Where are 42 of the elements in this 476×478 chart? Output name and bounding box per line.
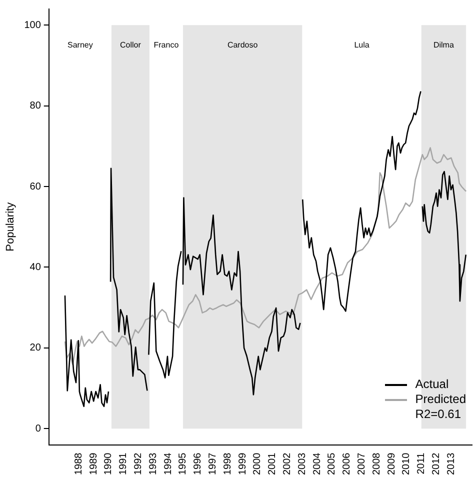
x-tick-label: 2002: [282, 452, 294, 476]
band-label: Collor: [120, 40, 142, 50]
x-tick-label: 2007: [356, 452, 368, 476]
y-tick-label: 100: [24, 20, 42, 31]
x-tick-label: 1994: [162, 452, 174, 476]
x-tick-label: 2004: [312, 452, 323, 476]
x-tick-label: 1989: [88, 452, 100, 476]
annotation: R2=0.61: [414, 407, 462, 422]
annotation: Lula: [354, 40, 370, 50]
x-tick-label: 1995: [178, 452, 189, 476]
x-tick-label: 2000: [252, 452, 264, 476]
x-tick-label: 2009: [386, 452, 398, 476]
x-tick-label: 2005: [326, 452, 338, 476]
x-tick-label: 2001: [267, 452, 278, 476]
annotation: Sarney: [67, 40, 93, 50]
y-tick-label: 20: [30, 342, 42, 354]
y-tick-label: 80: [30, 100, 42, 112]
x-tick-label: 1993: [148, 452, 159, 476]
x-tick-label: 2013: [446, 452, 457, 476]
x-tick-label: 2008: [371, 452, 382, 476]
x-tick-label: 1992: [133, 452, 144, 476]
x-tick-label: 1999: [237, 452, 248, 476]
y-tick-label: 40: [30, 262, 42, 273]
band-label: Cardoso: [227, 40, 258, 50]
band-label: Dilma: [433, 40, 454, 50]
x-tick-label: 2006: [342, 452, 353, 476]
annotation: Franco: [154, 40, 180, 50]
x-tick-label: 2010: [401, 452, 412, 476]
legend-label: Actual: [415, 377, 449, 392]
x-tick-label: 1990: [103, 452, 114, 476]
x-tick-label: 2012: [430, 452, 442, 476]
x-tick-label: 1988: [73, 452, 84, 476]
legend-label: Predicted: [415, 392, 466, 407]
x-tick-label: 1996: [192, 452, 204, 476]
y-tick-label: 60: [30, 181, 42, 192]
x-tick-label: 1998: [222, 452, 234, 476]
y-tick-label: 0: [35, 423, 42, 434]
y-axis-title: Popularity: [4, 202, 17, 252]
x-tick-label: 1991: [118, 452, 130, 476]
x-tick-label: 2003: [296, 452, 308, 476]
x-tick-label: 2011: [416, 452, 428, 474]
x-tick-label: 1997: [208, 452, 219, 476]
